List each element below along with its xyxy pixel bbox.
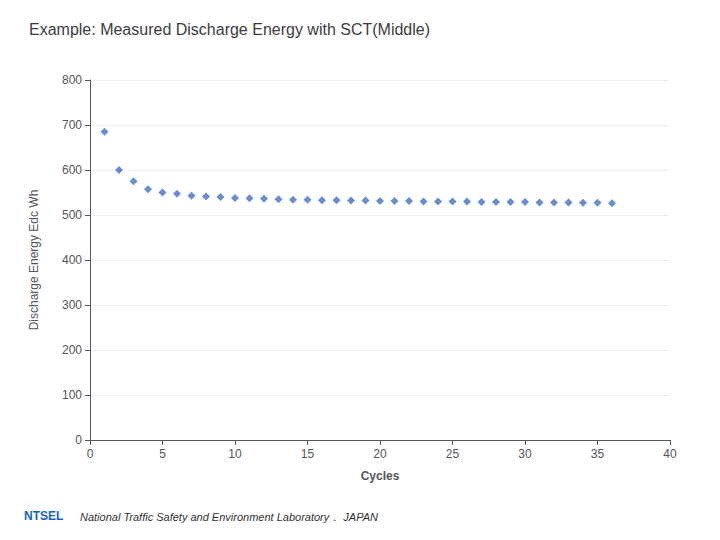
svg-text:35: 35 [591,447,605,461]
svg-text:400: 400 [62,253,82,267]
svg-text:NTSEL: NTSEL [24,509,63,523]
svg-text:Cycles: Cycles [361,469,400,483]
svg-text:10: 10 [228,447,242,461]
svg-text:30: 30 [518,447,532,461]
svg-text:200: 200 [62,343,82,357]
svg-text:Discharge Energy Edc Wh: Discharge Energy Edc Wh [27,190,41,331]
svg-text:25: 25 [446,447,460,461]
svg-text:Example: Measured Discharge En: Example: Measured Discharge Energy with … [29,21,430,38]
svg-text:100: 100 [62,388,82,402]
svg-text:5: 5 [159,447,166,461]
svg-text:500: 500 [62,208,82,222]
svg-text:20: 20 [373,447,387,461]
svg-text:300: 300 [62,298,82,312]
svg-text:800: 800 [62,73,82,87]
svg-text:600: 600 [62,163,82,177]
svg-text:15: 15 [301,447,315,461]
svg-text:700: 700 [62,118,82,132]
svg-text:0: 0 [75,433,82,447]
svg-text:0: 0 [87,447,94,461]
svg-text:National Traffic Safety and En: National Traffic Safety and Environment … [80,511,378,523]
svg-text:40: 40 [663,447,677,461]
